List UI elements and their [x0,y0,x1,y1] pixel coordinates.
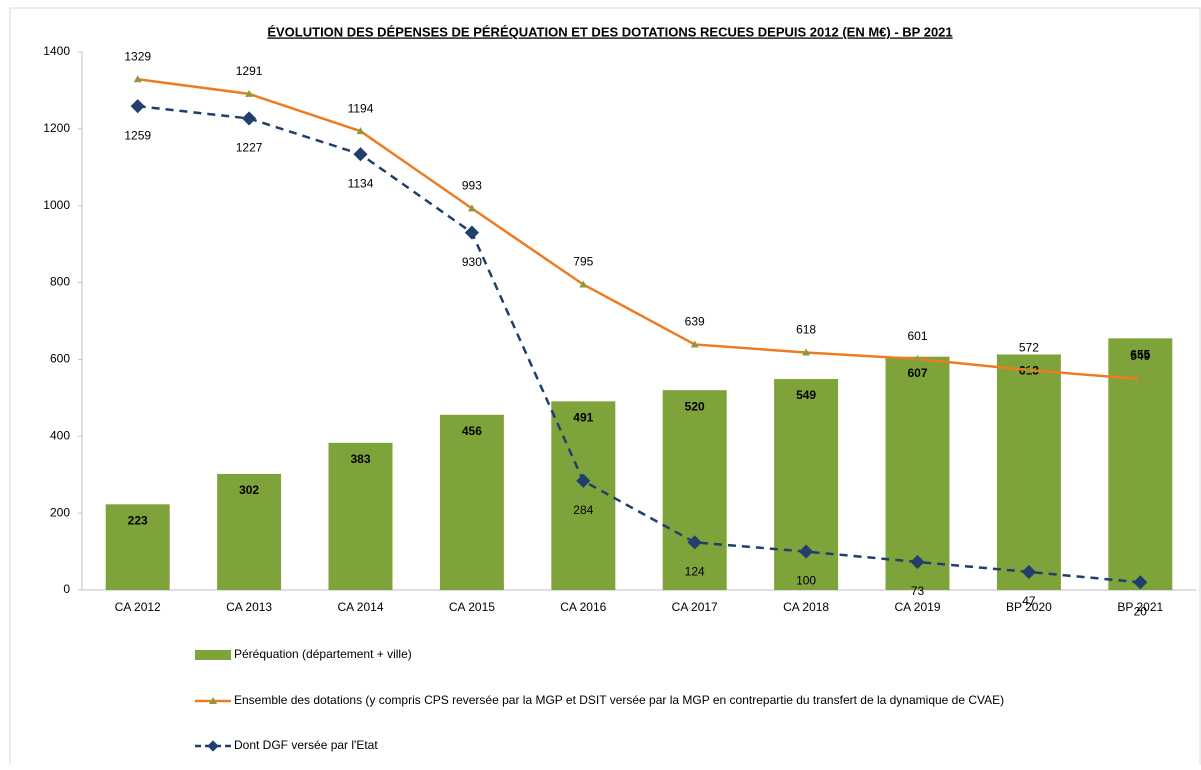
bar-label: 456 [462,424,482,438]
marker [1024,366,1033,374]
point-label: 124 [685,565,705,579]
bar-label: 549 [796,388,816,402]
line [137,104,1141,584]
point-label: 1329 [124,49,151,63]
bar-label: 655 [1130,347,1150,361]
point-label: 1291 [236,64,263,78]
marker [130,99,145,114]
y-tick-label: 800 [50,275,70,289]
bar-label: 223 [128,513,148,527]
point-label: 1227 [236,141,263,155]
bar-label: 607 [907,366,927,380]
marker [245,89,254,97]
marker [1021,564,1036,580]
legend-marker [209,697,217,704]
point-label: 795 [573,255,593,269]
x-tick-label: CA 2014 [337,600,383,614]
y-tick-label: 1000 [43,198,70,212]
bar [996,354,1061,590]
bar [439,414,504,590]
legend-swatch [195,650,231,660]
bar-label: 520 [685,399,705,413]
chart-title: ÉVOLUTION DES DÉPENSES DE PÉRÉQUATION ET… [267,24,952,39]
marker [913,355,922,363]
x-tick-label: CA 2017 [672,600,718,614]
point-label: 73 [911,584,925,598]
x-tick-label: CA 2015 [449,600,495,614]
bar [662,390,727,590]
point-label: 993 [462,179,482,193]
marker [1133,575,1148,590]
marker [133,75,142,83]
x-tick-label: CA 2018 [783,600,829,614]
x-tick-label: CA 2016 [560,600,606,614]
marker [356,127,365,135]
frame [9,7,1201,770]
marker [1136,375,1145,383]
x-tick-label: CA 2012 [115,600,161,614]
marker [464,225,479,240]
bar-label: 383 [350,452,370,466]
point-label: 284 [573,503,593,517]
y-tick-label: 0 [63,582,70,596]
bar [551,401,616,590]
marker [910,554,925,570]
marker [242,111,257,126]
y-tick-label: 600 [50,352,70,366]
point-label: 20 [1134,604,1148,618]
point-label: 1259 [124,128,151,142]
legend-label: Péréquation (département + ville) [234,647,412,661]
marker [690,340,699,348]
bar-label: 491 [573,410,593,424]
point-label: 47 [1022,594,1036,608]
marker [687,535,702,550]
point-label: 618 [796,323,816,337]
y-tick-label: 200 [50,505,70,519]
y-tick-label: 1200 [43,121,70,135]
bar [105,504,170,590]
point-label: 572 [1019,340,1039,354]
x-tick-label: CA 2019 [894,600,940,614]
point-label: 601 [907,329,927,343]
legend-marker [207,740,219,752]
marker [576,473,591,488]
marker [579,280,588,288]
y-tick-label: 400 [50,428,70,442]
x-tick-label: BP 2021 [1117,600,1163,614]
x-tick-label: CA 2013 [226,600,272,614]
bar-label: 302 [239,483,259,497]
bar [328,442,393,590]
marker [353,147,368,162]
bar [217,473,282,590]
legend-label: Dont DGF versée par l'Etat [234,738,378,752]
legend-label: Ensemble des dotations (y compris CPS re… [234,693,1004,707]
marker [467,204,476,212]
point-label: 930 [462,255,482,269]
marker [799,544,814,559]
bar [885,356,950,590]
point-label: 1134 [348,176,374,190]
point-label: 100 [796,574,816,588]
marker [802,348,811,356]
x-tick-label: BP 2020 [1006,600,1052,614]
y-tick-label: 1400 [43,44,70,58]
point-label: 1194 [348,101,374,115]
point-label: 549 [1130,349,1150,363]
line [137,78,1141,381]
point-label: 639 [685,315,705,329]
